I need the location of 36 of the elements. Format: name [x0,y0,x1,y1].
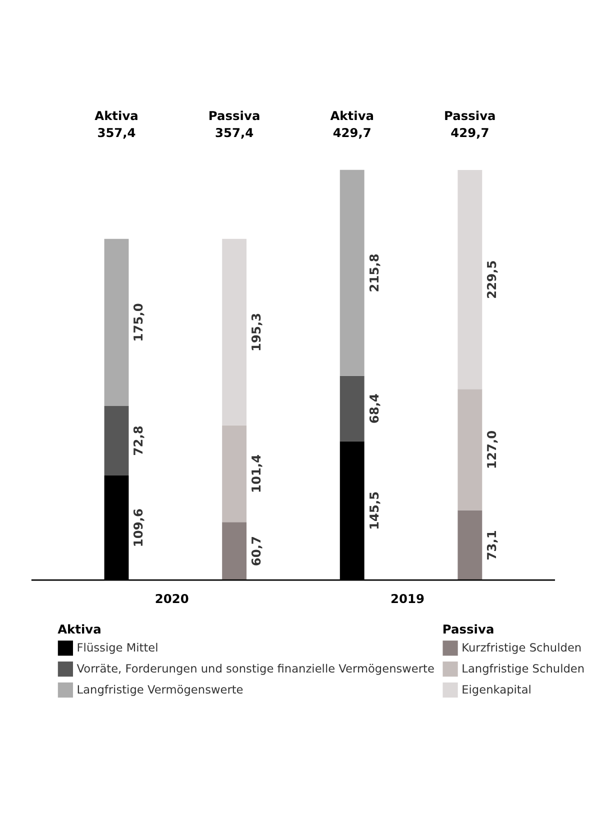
legend-label: Eigenkapital [462,682,532,697]
x-tick-label: Passiva 357,4 [208,109,260,140]
data-label: 73,1 [485,530,500,560]
legend-label: Langfristige Schulden [462,662,585,676]
text: Aktiva [58,622,102,636]
legend-label: Vorräte, Forderungen und sonstige finanzielle Vermögenswerte [76,662,434,676]
bar [104,238,129,406]
data-label: 68,4 [367,393,382,424]
bar [104,406,129,476]
data-label: 127,0 [485,430,500,469]
legend-label: Flüssige Mittel [76,640,158,655]
x-tick-label: Passiva 429,7 [444,109,496,140]
data-label: 145,5 [367,491,382,530]
data-label: 175,0 [132,303,146,342]
data-label: 195,3 [249,312,264,352]
text: 2019 [390,592,425,606]
x-tick-label: Aktiva 429,7 [330,109,374,140]
bar [340,170,364,376]
data-label: 101,4 [249,454,264,494]
x-tick-label: Aktiva 357,4 [94,109,138,140]
data-label: 109,6 [132,508,146,548]
data-label: 215,8 [367,254,382,292]
text: Passiva [442,622,494,636]
legend-label: Langfristige Vermögenswerte [76,682,244,697]
legend-label: Kurzfristige Schulden [462,640,582,655]
bar [458,170,482,390]
bar [458,510,482,580]
data-label: 229,5 [485,260,500,299]
data-label: 60,7 [249,536,264,566]
bar [222,522,247,580]
bar [340,376,364,442]
data-label: 72,8 [132,426,146,456]
bar [458,389,482,510]
text: 2020 [154,592,189,606]
bar [222,238,247,426]
bar [222,425,247,522]
